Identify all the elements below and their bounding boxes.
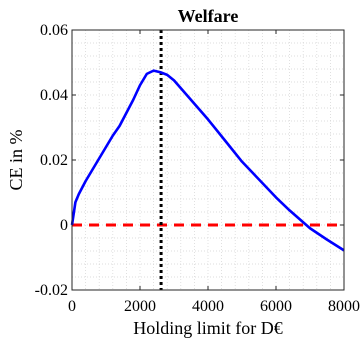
y-tick-label: 0.06 bbox=[40, 22, 68, 39]
welfare-curve bbox=[70, 69, 345, 252]
y-tick-label: 0 bbox=[60, 217, 68, 234]
chart-title: Welfare bbox=[178, 6, 239, 26]
y-tick-labels: -0.02 0 0.02 0.04 0.06 bbox=[35, 22, 68, 299]
x-tick-label: 2000 bbox=[124, 298, 156, 315]
minor-grid bbox=[71, 29, 345, 291]
series-group bbox=[70, 69, 345, 252]
x-tick-label: 8000 bbox=[328, 298, 360, 315]
x-axis-label: Holding limit for D€ bbox=[133, 318, 283, 338]
x-tick-label: 0 bbox=[68, 298, 76, 315]
x-tick-label: 4000 bbox=[192, 298, 224, 315]
x-tick-label: 6000 bbox=[260, 298, 292, 315]
y-tick-label: 0.04 bbox=[40, 87, 68, 104]
y-tick-label: 0.02 bbox=[40, 152, 68, 169]
plot-frame bbox=[71, 29, 345, 291]
y-tick-label: -0.02 bbox=[35, 282, 68, 299]
y-axis-label: CE in % bbox=[6, 129, 26, 190]
x-tick-labels: 0 2000 4000 6000 8000 bbox=[68, 298, 360, 315]
